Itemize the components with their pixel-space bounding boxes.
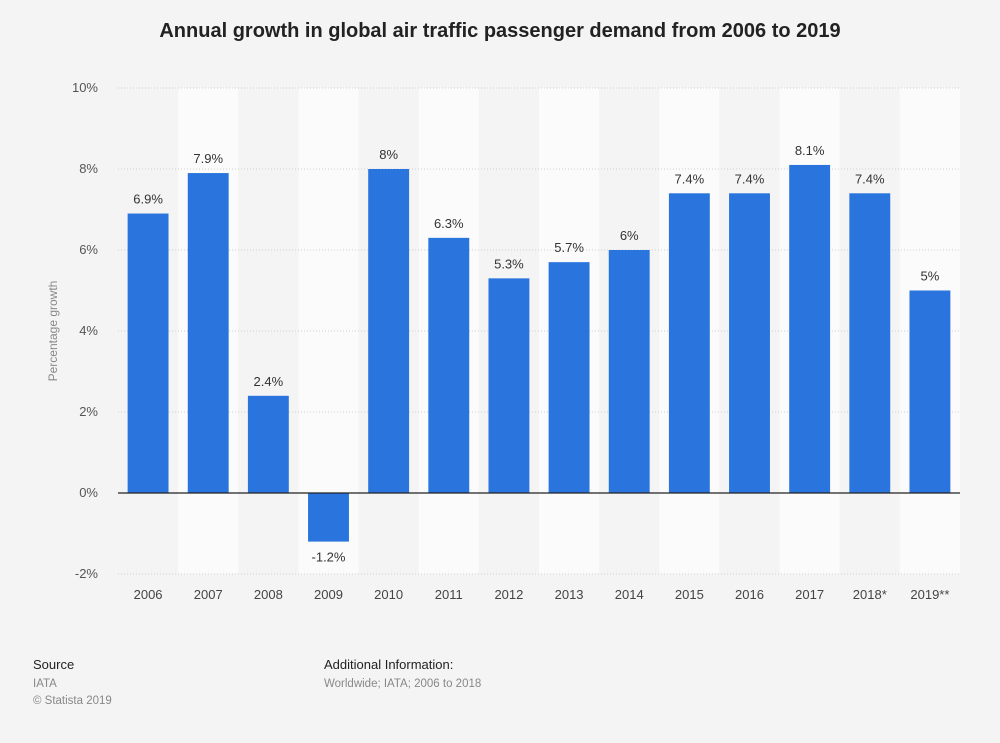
additional-info-block: Additional Information: Worldwide; IATA;…: [324, 657, 481, 693]
x-tick-label: 2017: [795, 587, 824, 602]
x-tick-label: 2016: [735, 587, 764, 602]
data-label: 7.9%: [193, 151, 223, 166]
bar: [668, 193, 710, 494]
bar: [308, 493, 349, 542]
bar: [789, 164, 831, 493]
bar: [608, 250, 650, 493]
bar: [849, 193, 891, 494]
chart-title: Annual growth in global air traffic pass…: [159, 20, 841, 42]
x-tick-label: 2015: [675, 587, 704, 602]
additional-info-heading: Additional Information:: [324, 657, 454, 672]
data-label: 7.4%: [675, 171, 705, 186]
data-label: 2.4%: [254, 374, 284, 389]
data-label: 5%: [921, 269, 940, 284]
y-tick-label: 0%: [79, 485, 98, 500]
data-label: 7.4%: [735, 171, 765, 186]
bar: [909, 290, 951, 493]
x-tick-label: 2012: [494, 587, 523, 602]
y-axis-label: Percentage growth: [46, 281, 60, 382]
x-tick-label: 2019**: [910, 587, 949, 602]
data-label: 6%: [620, 228, 639, 243]
data-label: 6.3%: [434, 216, 464, 231]
source-line-1: IATA: [33, 678, 57, 690]
additional-info-line: Worldwide; IATA; 2006 to 2018: [324, 678, 482, 690]
bar: [368, 169, 410, 493]
x-tick-label: 2008: [254, 587, 283, 602]
data-label: 8%: [379, 147, 398, 162]
x-tick-label: 2010: [374, 587, 403, 602]
bar: [247, 395, 289, 493]
x-tick-label: 2014: [615, 587, 644, 602]
data-label: 5.3%: [494, 256, 524, 271]
x-tick-label: 2007: [194, 587, 223, 602]
y-tick-label: 2%: [79, 404, 98, 419]
y-tick-label: 6%: [79, 242, 98, 257]
data-label: -1.2%: [312, 550, 346, 565]
bar: [187, 173, 229, 494]
x-tick-label: 2013: [555, 587, 584, 602]
bar: [548, 262, 590, 493]
y-tick-label: -2%: [75, 566, 99, 581]
x-tick-label: 2011: [435, 587, 463, 602]
y-tick-label: 4%: [79, 323, 98, 338]
x-tick-label: 2006: [134, 587, 163, 602]
data-label: 8.1%: [795, 143, 825, 158]
bar: [127, 213, 169, 494]
bar: [729, 193, 770, 494]
data-label: 6.9%: [133, 192, 163, 207]
bar-chart: -2% 0% 2% 4% 6% 8% 10% Percentage growth 6.9% 200…: [46, 80, 960, 602]
data-label: 5.7%: [554, 240, 584, 255]
x-tick-label: 2009: [314, 587, 343, 602]
data-label: 7.4%: [855, 171, 885, 186]
bar: [488, 278, 530, 493]
y-tick-label: 8%: [79, 161, 98, 176]
y-tick-label: 10%: [72, 80, 98, 95]
source-line-2: © Statista 2019: [33, 695, 112, 707]
source-block: Source IATA © Statista 2019: [33, 657, 112, 710]
source-heading: Source: [33, 657, 75, 672]
x-tick-label: 2018*: [853, 587, 887, 602]
bar: [428, 237, 470, 493]
